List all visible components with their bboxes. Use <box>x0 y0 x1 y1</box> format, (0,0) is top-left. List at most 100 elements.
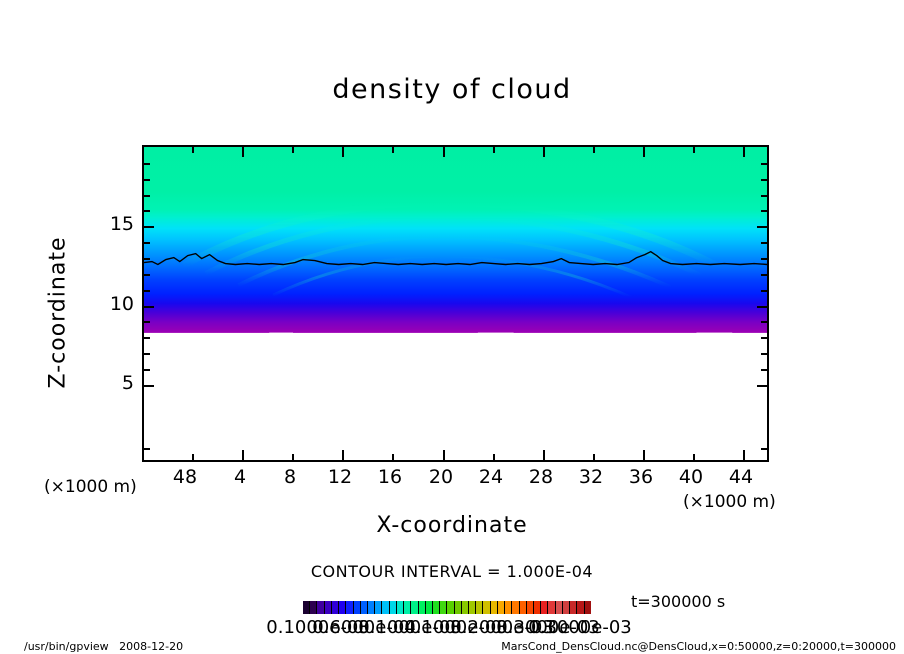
y-tick-right-minor <box>761 337 767 339</box>
x-tick-top-minor <box>493 147 495 153</box>
colorbar-cell <box>512 601 520 614</box>
colorbar-cell <box>404 601 412 614</box>
colorbar-cell <box>469 601 477 614</box>
colorbar-cell <box>548 601 556 614</box>
x-tick-minor <box>392 454 394 460</box>
y-tick-right-minor <box>761 210 767 212</box>
colorbar-cell <box>534 601 542 614</box>
colorbar-cell <box>375 601 383 614</box>
y-tick-minor <box>144 210 150 212</box>
y-tick-right-major <box>757 306 767 308</box>
x-tick-top-major <box>342 147 344 157</box>
x-tick-top-minor <box>593 147 595 153</box>
y-tick-minor <box>144 321 150 323</box>
y-tick-right-minor <box>761 179 767 181</box>
x-axis-title: X-coordinate <box>376 513 528 538</box>
x-tick-top-minor <box>392 147 394 153</box>
y-tick-right-minor <box>761 369 767 371</box>
colorbar-cell <box>382 601 390 614</box>
y-tick-right-minor <box>761 321 767 323</box>
y-tick-minor <box>144 258 150 260</box>
colorbar-cell <box>346 601 354 614</box>
cloud-top-contour <box>144 250 767 266</box>
y-tick-right-minor <box>761 448 767 450</box>
colorbar-cell <box>519 601 527 614</box>
colorbar-cell <box>454 601 462 614</box>
x-tick-label: 36 <box>628 466 654 488</box>
x-tick-major <box>242 450 244 460</box>
colorbar-cell <box>476 601 484 614</box>
colorbar-label: 0.1000e-03 <box>358 617 462 638</box>
colorbar-cell <box>331 601 340 614</box>
colorbar-cell <box>447 601 455 614</box>
y-tick-minor <box>144 242 150 244</box>
plot-area <box>142 145 769 462</box>
x-tick-major <box>543 450 545 460</box>
gravity-wave-arcs <box>182 198 722 299</box>
x-tick-top-major <box>242 147 244 157</box>
x-tick-label-first: 48 <box>172 466 198 488</box>
y-tick-minor <box>144 369 150 371</box>
x-tick-top-minor <box>292 147 294 153</box>
colorbar-cell <box>411 601 419 614</box>
x-tick-label: 28 <box>528 466 554 488</box>
x-tick-top-major <box>643 147 645 157</box>
x-tick-label: 4 <box>233 466 247 488</box>
colorbar-label: 0.3000e-03 <box>528 617 632 638</box>
x-tick-major <box>443 450 445 460</box>
colorbar-cell <box>505 601 513 614</box>
x-tick-minor <box>192 454 194 460</box>
x-tick-label: 44 <box>728 466 754 488</box>
y-tick-minor <box>144 163 150 165</box>
colorbar-cell <box>555 601 563 614</box>
y-tick-major <box>144 226 154 228</box>
colorbar-cell <box>461 601 470 614</box>
y-tick-minor <box>144 179 150 181</box>
colorbar-cell <box>425 601 433 614</box>
x-tick-major <box>743 450 745 460</box>
y-tick-right-minor <box>761 353 767 355</box>
colorbar-cell <box>440 601 448 614</box>
y-tick-major <box>144 385 154 387</box>
colorbar-label: 0.6000e-04 <box>312 617 416 638</box>
colorbar-cell <box>490 601 498 614</box>
y-tick-right-minor <box>761 195 767 197</box>
cloud-base-boundary <box>144 332 767 460</box>
x-tick-label: 16 <box>377 466 403 488</box>
colorbar-label: 0.2000e-03 <box>450 617 554 638</box>
colorbar-cell <box>570 601 578 614</box>
y-tick-minor <box>144 195 150 197</box>
colorbar-label: 0.1000e-03 <box>266 617 370 638</box>
colorbar-cell <box>562 601 571 614</box>
colorbar-cell <box>584 601 591 614</box>
x-tick-top-major <box>443 147 445 157</box>
page-title: density of cloud <box>332 74 572 105</box>
x-tick-label: 20 <box>428 466 454 488</box>
x-tick-label: 12 <box>327 466 353 488</box>
y-tick-right-minor <box>761 163 767 165</box>
y-tick-right-major <box>757 226 767 228</box>
x-tick-minor <box>493 454 495 460</box>
y-tick-minor <box>144 448 150 450</box>
colorbar-cell <box>418 601 426 614</box>
y-tick-major <box>144 306 154 308</box>
colorbar-cell <box>497 601 506 614</box>
y-tick-minor <box>144 337 150 339</box>
y-tick-label: 10 <box>109 293 134 315</box>
y-tick-right-minor <box>761 258 767 260</box>
y-tick-minor <box>144 290 150 292</box>
footer-command: /usr/bin/gpview 2008-12-20 <box>24 640 184 653</box>
x-tick-minor <box>593 454 595 460</box>
colorbar-label: 0.1000e-03 <box>404 617 508 638</box>
y-tick-right-minor <box>761 290 767 292</box>
colorbar-cell <box>526 601 534 614</box>
colorbar-cell <box>324 601 332 614</box>
colorbar-cell <box>541 601 549 614</box>
x-tick-top-minor <box>693 147 695 153</box>
x-tick-top-major <box>543 147 545 157</box>
x-axis-unit-left: (×1000 m) <box>44 477 137 497</box>
x-tick-minor <box>292 454 294 460</box>
colorbar-label: 0.3000e-03 <box>496 617 600 638</box>
colorbar-cell <box>432 601 441 614</box>
